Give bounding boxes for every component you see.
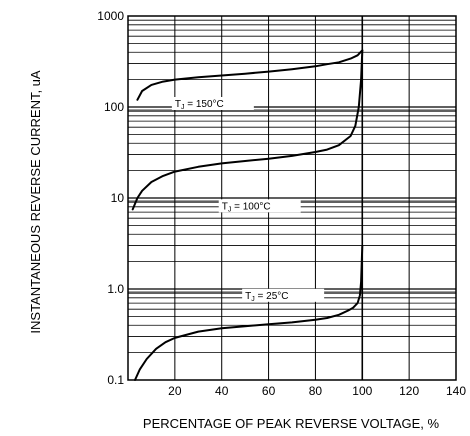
x-tick-label: 20 [168, 384, 182, 398]
y-tick-label: 1.0 [107, 282, 124, 296]
x-tick-label: 140 [446, 384, 466, 398]
series-line-2 [134, 244, 364, 381]
plot-frame [127, 15, 457, 381]
chart-curves [131, 49, 364, 381]
y-tick-label: 10 [111, 191, 125, 205]
annotation-bg [218, 199, 301, 213]
y-tick-label: 100 [104, 100, 124, 114]
y-axis-label: INSTANTANEOUS REVERSE CURRENT, uA [28, 70, 43, 334]
x-tick-label: 60 [262, 384, 276, 398]
x-tick-label: 40 [215, 384, 229, 398]
annotation-bg [242, 288, 325, 302]
x-axis-label: PERCENTAGE OF PEAK REVERSE VOLTAGE, % [143, 416, 440, 431]
series-annotation-2: TJ = 25°C [245, 291, 288, 303]
annotation-bg [171, 97, 254, 110]
chart-grid [128, 16, 456, 380]
y-tick-labels: 0.1 1.0 10 100 1000 [97, 9, 124, 387]
y-tick-label: 1000 [97, 9, 124, 23]
x-tick-labels: 20 40 60 80 100 120 140 [168, 384, 466, 398]
series-line-0 [136, 49, 364, 101]
series-annotation-0: TJ = 150°C [175, 99, 224, 111]
x-tick-label: 120 [399, 384, 419, 398]
curve-annotations: TJ = 150°C TJ = 100°C TJ = 25°C [171, 97, 325, 303]
series-annotation-1: TJ = 100°C [222, 201, 271, 213]
series-line-1 [131, 49, 364, 211]
x-tick-label: 80 [309, 384, 323, 398]
x-tick-label: 100 [352, 384, 372, 398]
y-tick-label: 0.1 [107, 373, 124, 387]
